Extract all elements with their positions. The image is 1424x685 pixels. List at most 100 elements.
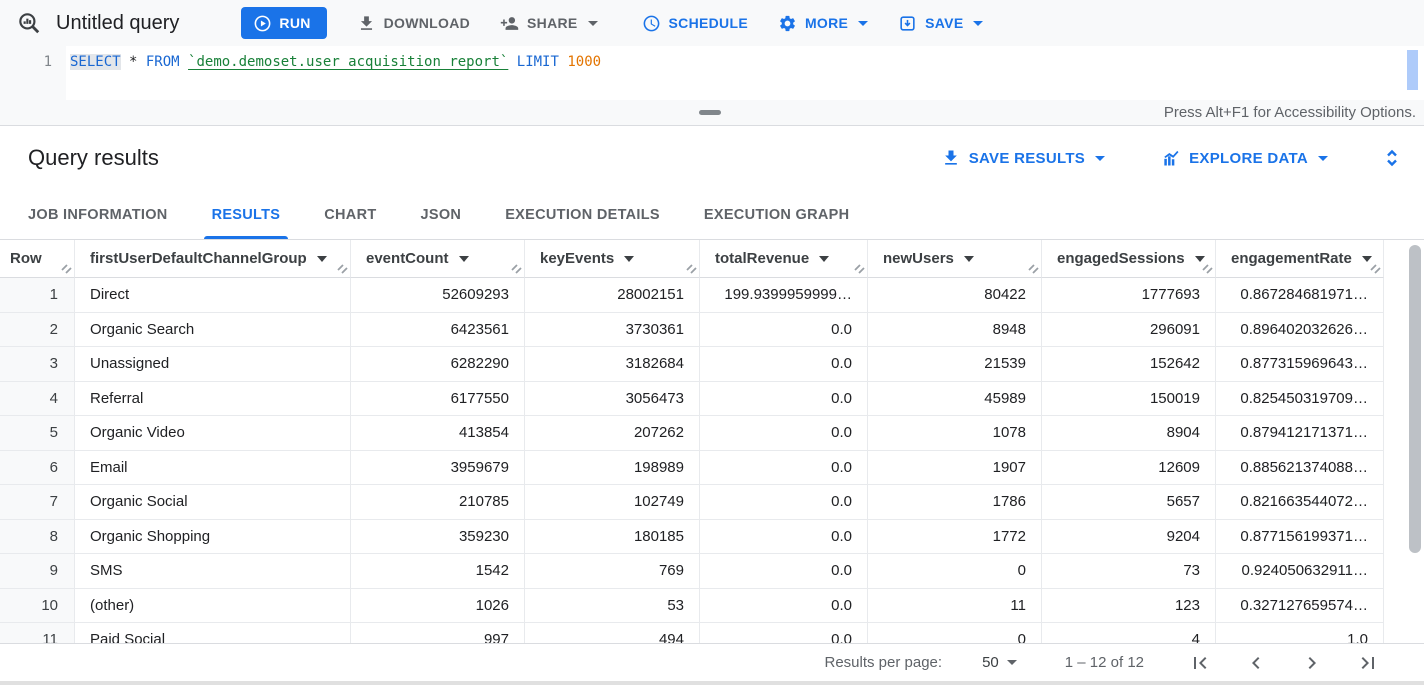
sql-table-reference-link[interactable]: `demo.demoset.user_acquisition_report` — [188, 54, 509, 70]
column-resize-handle[interactable] — [510, 263, 522, 275]
save-results-button[interactable]: SAVE RESULTS — [941, 148, 1106, 168]
column-header[interactable]: keyEvents — [525, 240, 700, 278]
column-menu-icon[interactable] — [624, 255, 635, 262]
table-scrollbar[interactable] — [1409, 245, 1421, 553]
table-row: 10 (other) 1026 53 0.0 11 123 0.327127659574… — [0, 588, 1384, 623]
table-cell: 102749 — [525, 485, 700, 520]
column-menu-icon[interactable] — [1361, 255, 1372, 262]
column-header[interactable]: eventCount — [351, 240, 525, 278]
table-cell: 3730361 — [525, 312, 700, 347]
column-menu-icon[interactable] — [1194, 255, 1205, 262]
table-cell: 0.879412171371… — [1216, 416, 1384, 451]
row-number-cell: 11 — [0, 623, 75, 643]
sql-editor[interactable]: 1 SELECT * FROM `demo.demoset.user_acqui… — [0, 46, 1424, 100]
column-menu-icon[interactable] — [963, 255, 974, 262]
tab-job-information[interactable]: JOB INFORMATION — [28, 206, 168, 223]
column-resize-handle[interactable] — [1027, 263, 1039, 275]
table-cell: 21539 — [868, 347, 1042, 382]
tab-json[interactable]: JSON — [420, 206, 462, 223]
table-cell: 0.867284681971… — [1216, 278, 1384, 313]
row-number-cell: 6 — [0, 450, 75, 485]
results-table: Row firstUserDefaultChannelGroup eventCoun… — [0, 240, 1424, 643]
row-number-cell: 3 — [0, 347, 75, 382]
save-button[interactable]: SAVE — [898, 14, 984, 33]
column-resize-handle[interactable] — [853, 263, 865, 275]
tab-execution-graph[interactable]: EXECUTION GRAPH — [703, 206, 850, 223]
column-menu-icon[interactable] — [819, 255, 830, 262]
expand-results-button[interactable] — [1380, 146, 1404, 170]
save-results-download-icon — [941, 148, 961, 168]
results-table-header: Row firstUserDefaultChannelGroup eventCoun… — [0, 240, 1384, 278]
row-number-cell: 8 — [0, 519, 75, 554]
save-dropdown-icon — [973, 20, 984, 26]
table-cell: 769 — [525, 554, 700, 589]
table-row: 2 Organic Search 6423561 3730361 0.0 8948 2960… — [0, 312, 1384, 347]
sql-keyword-from: FROM — [145, 54, 180, 70]
table-cell: 359230 — [351, 519, 525, 554]
table-cell: 3056473 — [525, 381, 700, 416]
explore-data-button[interactable]: EXPLORE DATA — [1161, 148, 1328, 168]
table-cell: 494 — [525, 623, 700, 643]
sql-star: * — [120, 54, 146, 70]
run-button[interactable]: RUN — [241, 7, 327, 39]
table-row: 5 Organic Video 413854 207262 0.0 1078 8904 0.8… — [0, 416, 1384, 451]
first-page-button[interactable] — [1188, 651, 1212, 675]
editor-scrollbar[interactable] — [1407, 50, 1418, 90]
column-resize-handle[interactable] — [1369, 263, 1381, 275]
table-cell: 28002151 — [525, 278, 700, 313]
more-button[interactable]: MORE — [778, 14, 869, 33]
column-resize-handle[interactable] — [336, 263, 348, 275]
chevron-left-icon — [1244, 651, 1268, 675]
column-header[interactable]: engagedSessions — [1042, 240, 1216, 278]
sql-code-line[interactable]: SELECT * FROM `demo.demoset.user_acquisi… — [66, 46, 601, 100]
unfold-more-icon — [1380, 146, 1404, 170]
column-header[interactable]: engagementRate — [1216, 240, 1384, 278]
table-cell: Organic Video — [75, 416, 351, 451]
tab-execution-details[interactable]: EXECUTION DETAILS — [505, 206, 660, 223]
table-cell: 73 — [1042, 554, 1216, 589]
table-cell: 150019 — [1042, 381, 1216, 416]
table-cell: 12609 — [1042, 450, 1216, 485]
download-button[interactable]: DOWNLOAD — [357, 14, 470, 33]
share-button[interactable]: SHARE — [500, 14, 598, 33]
column-header[interactable]: totalRevenue — [700, 240, 868, 278]
table-cell: 0.0 — [700, 519, 868, 554]
tab-results[interactable]: RESULTS — [203, 190, 288, 239]
first-page-icon — [1188, 651, 1212, 675]
table-row: 7 Organic Social 210785 102749 0.0 1786 5657 0.… — [0, 485, 1384, 520]
table-cell: 413854 — [351, 416, 525, 451]
results-per-page-select[interactable]: 50 — [982, 654, 1017, 671]
table-cell: 0.0 — [700, 381, 868, 416]
column-resize-handle[interactable] — [1201, 263, 1213, 275]
table-cell: 0.877156199371… — [1216, 519, 1384, 554]
results-tab-bar: JOB INFORMATION RESULTS CHART JSON EXECU… — [0, 190, 1424, 240]
table-cell: 0.0 — [700, 588, 868, 623]
row-number-cell: 1 — [0, 278, 75, 313]
panel-splitter-handle[interactable] — [699, 110, 721, 115]
download-icon — [357, 14, 376, 33]
column-header[interactable]: firstUserDefaultChannelGroup — [75, 240, 351, 278]
column-menu-icon[interactable] — [316, 255, 327, 262]
tab-chart[interactable]: CHART — [324, 206, 377, 223]
share-dropdown-icon — [587, 20, 598, 26]
gear-icon — [778, 14, 797, 33]
previous-page-button[interactable] — [1244, 651, 1268, 675]
next-page-button[interactable] — [1300, 651, 1324, 675]
table-row: 8 Organic Shopping 359230 180185 0.0 1772 9204… — [0, 519, 1384, 554]
table-cell: 5657 — [1042, 485, 1216, 520]
column-resize-handle[interactable] — [685, 263, 697, 275]
schedule-button[interactable]: SCHEDULE — [642, 14, 748, 33]
column-header-row[interactable]: Row — [0, 240, 75, 278]
table-cell: 0 — [868, 623, 1042, 643]
last-page-button[interactable] — [1356, 651, 1380, 675]
row-number-cell: 2 — [0, 312, 75, 347]
column-resize-handle[interactable] — [60, 263, 72, 275]
table-cell: 45989 — [868, 381, 1042, 416]
table-cell: 1777693 — [1042, 278, 1216, 313]
table-cell: 180185 — [525, 519, 700, 554]
column-header[interactable]: newUsers — [868, 240, 1042, 278]
query-editor-toolbar: Untitled query RUN DOWNLOAD SHARE — [0, 0, 1424, 46]
column-menu-icon[interactable] — [458, 255, 469, 262]
last-page-icon — [1356, 651, 1380, 675]
results-table-body: 1 Direct 52609293 28002151 199.9399959999… 80… — [0, 278, 1424, 643]
